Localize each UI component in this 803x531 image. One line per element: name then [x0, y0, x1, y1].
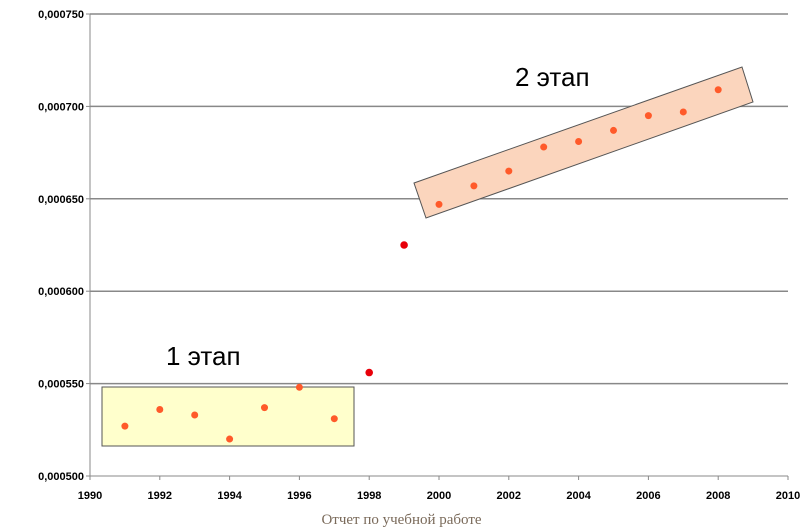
x-tick-label: 2010 — [776, 490, 800, 502]
data-point — [575, 138, 583, 146]
x-tick-label: 2002 — [497, 490, 521, 502]
data-point — [261, 404, 268, 412]
x-tick-label: 1996 — [287, 490, 311, 502]
data-point — [540, 143, 548, 151]
y-axis-labels: 0,000500 0,000550 0,000600 0,000650 0,000700… — [38, 9, 84, 483]
x-tick-label: 2004 — [566, 490, 591, 502]
stage-1-label: 1 этап — [166, 341, 241, 371]
data-point — [435, 200, 443, 208]
y-tick-label: 0,000650 — [38, 194, 84, 206]
data-point — [505, 167, 513, 175]
y-tick-label: 0,000750 — [38, 9, 84, 21]
data-point — [295, 383, 303, 391]
data-point — [400, 241, 408, 249]
x-tick-label: 1994 — [217, 490, 242, 502]
y-tick-label: 0,000600 — [38, 286, 84, 298]
x-tick-label: 1998 — [357, 490, 381, 502]
data-point — [191, 411, 199, 419]
x-tick-label: 2000 — [427, 490, 451, 502]
data-point — [470, 182, 478, 190]
stage-2-label: 2 этап — [515, 62, 590, 92]
stage-2-box — [413, 66, 754, 219]
y-tick-label: 0,000700 — [38, 101, 84, 113]
data-point — [679, 108, 687, 116]
x-axis-labels: 1990 1992 1994 1996 1998 2000 2002 2004 2006 2008… — [78, 490, 800, 502]
data-point — [156, 405, 164, 413]
x-tick-label: 1992 — [148, 490, 172, 502]
x-tick-label: 2008 — [706, 490, 730, 502]
y-tick-label: 0,000550 — [38, 379, 84, 391]
data-point — [226, 435, 234, 443]
data-point — [330, 415, 338, 423]
y-tick-label: 0,000500 — [38, 471, 84, 483]
data-point — [365, 368, 374, 377]
data-point — [714, 86, 722, 94]
x-tick-label: 1990 — [78, 490, 102, 502]
x-tick-label: 2006 — [636, 490, 660, 502]
data-points — [121, 86, 722, 443]
data-point — [644, 112, 652, 120]
data-point — [121, 422, 129, 430]
x-axis-ticks — [89, 476, 789, 480]
data-point — [610, 126, 617, 134]
caption: Отчет по учебной работе — [321, 512, 482, 528]
